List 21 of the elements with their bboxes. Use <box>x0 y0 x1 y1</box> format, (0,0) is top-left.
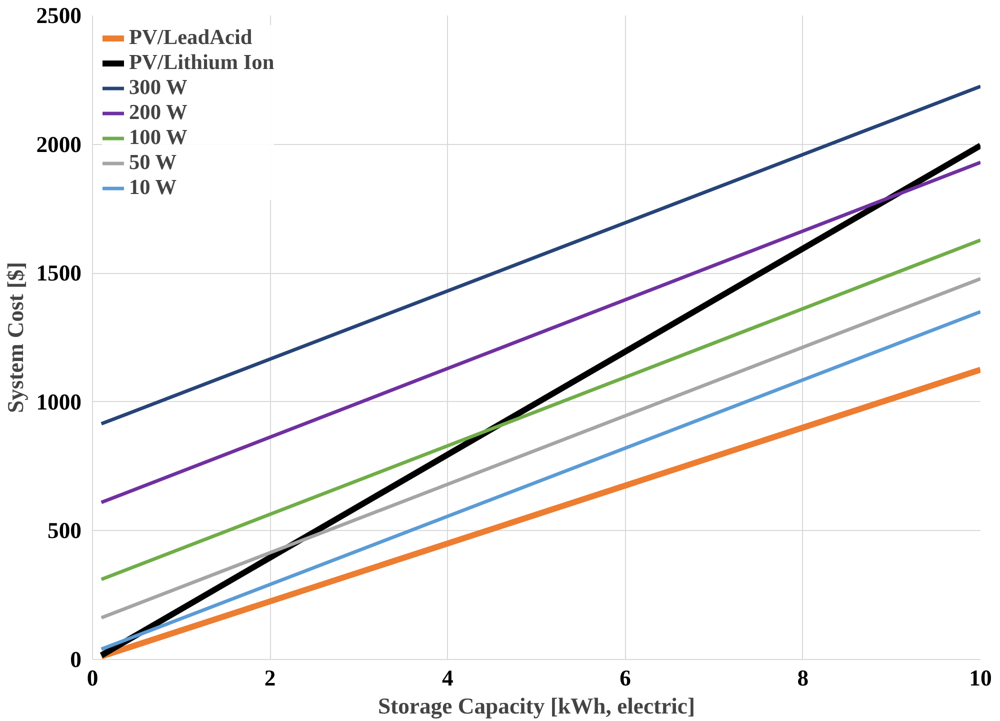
y-tick-label: 2000 <box>36 132 82 157</box>
x-tick-label: 4 <box>442 666 454 690</box>
x-tick-label: 2 <box>264 666 276 690</box>
legend-label: 10 W <box>129 175 177 200</box>
x-tick-label: 6 <box>620 666 631 690</box>
x-axis-title: Storage Capacity [kWh, electric] <box>378 694 696 718</box>
y-axis-title: System Cost [$] <box>3 262 28 414</box>
legend-label: 300 W <box>129 75 188 100</box>
y-tick-label: 0 <box>70 647 82 672</box>
y-tick-label: 1000 <box>36 389 82 414</box>
x-tick-label: 10 <box>969 666 992 690</box>
y-tick-label: 1500 <box>36 260 82 286</box>
legend-label: 100 W <box>129 125 188 150</box>
y-tick-label: 2500 <box>36 3 82 28</box>
y-tick-label: 500 <box>48 518 82 544</box>
legend-label: PV/LeadAcid <box>129 25 252 50</box>
x-tick-label: 8 <box>797 666 809 690</box>
legend-label: PV/Lithium Ion <box>129 50 274 75</box>
legend-label: 200 W <box>129 100 188 125</box>
legend-label: 50 W <box>129 150 177 175</box>
x-tick-label: 0 <box>86 666 98 690</box>
